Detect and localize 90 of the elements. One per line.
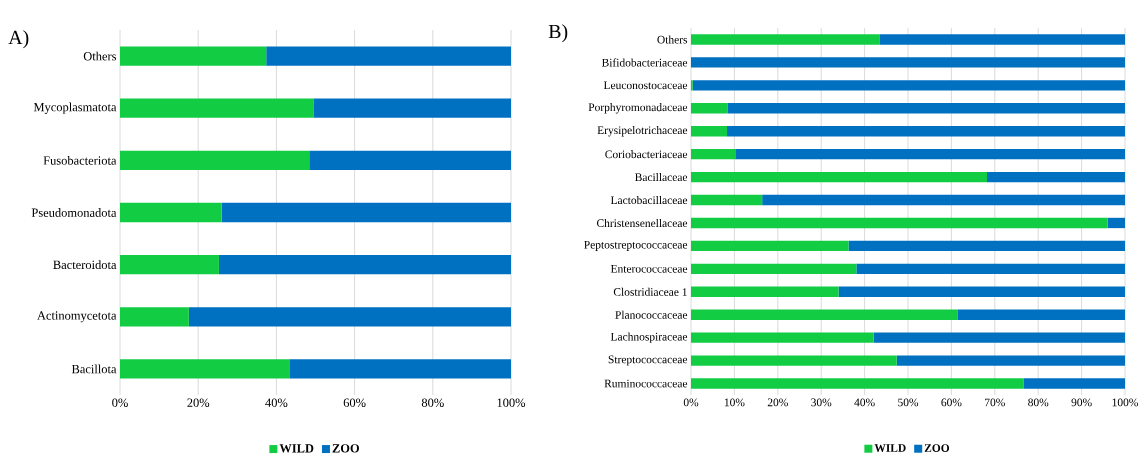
bar — [691, 171, 987, 183]
y-tick-label: Others — [657, 35, 688, 44]
bar — [856, 263, 1126, 275]
x-tick-label: 60% — [941, 398, 962, 407]
y-tick-label: Streptococcaceae — [608, 355, 688, 366]
x-tick-label: 20% — [187, 398, 210, 408]
bar — [691, 217, 1108, 229]
bar — [691, 149, 736, 160]
bar — [691, 263, 857, 275]
bar — [120, 202, 222, 223]
y-tick-label: Actinomycetota — [37, 311, 117, 323]
bar — [691, 309, 958, 320]
bar — [218, 255, 511, 275]
bar — [120, 255, 219, 275]
bar — [735, 149, 1126, 160]
x-tick-label: 100% — [1112, 398, 1138, 407]
bar — [873, 332, 1126, 343]
bar — [987, 171, 1126, 183]
y-tick-label: Pseudomonadota — [31, 208, 117, 217]
chart-title: B) — [548, 24, 568, 43]
y-tick-label: Bacillota — [71, 364, 117, 374]
chart-title: A) — [8, 30, 29, 49]
x-tick-label: 100% — [497, 398, 526, 408]
bar — [879, 34, 1126, 45]
bar — [1023, 378, 1126, 389]
bar — [120, 98, 314, 118]
legend-label: WILD — [874, 444, 906, 452]
y-tick-label: Lactobacillaceae — [610, 196, 688, 205]
bar — [221, 202, 511, 223]
bar — [313, 98, 511, 118]
bar — [692, 80, 1126, 91]
bar — [120, 307, 189, 327]
bar — [691, 103, 728, 114]
y-tick-label: Peptostreptococcaceae — [584, 240, 688, 251]
bar — [838, 286, 1126, 297]
x-tick-label: 70% — [985, 398, 1005, 407]
legend-label: WILD — [279, 444, 314, 453]
bar — [120, 46, 267, 66]
x-tick-label: 90% — [1071, 398, 1092, 407]
x-tick-label: 40% — [854, 398, 875, 407]
y-tick-label: Christensenellaceae — [596, 218, 688, 228]
bar — [691, 194, 763, 206]
bar — [120, 359, 290, 379]
x-tick-label: 60% — [343, 398, 366, 408]
bar — [957, 309, 1126, 320]
y-tick-label: Fusobacteriota — [43, 156, 117, 165]
x-tick-label: 40% — [265, 398, 288, 408]
bar — [848, 240, 1126, 252]
bar — [289, 359, 511, 379]
y-tick-label: Mycoplasmatota — [33, 102, 117, 114]
x-tick-label: 30% — [811, 398, 832, 407]
bar — [691, 378, 1024, 389]
y-tick-label: Bacillaceae — [635, 173, 688, 182]
legend-label: ZOO — [924, 444, 950, 452]
y-tick-label: Enterococcaceae — [610, 265, 688, 273]
bar — [896, 355, 1126, 366]
x-tick-label: 0% — [112, 398, 128, 408]
x-tick-label: 80% — [421, 398, 444, 408]
x-tick-label: 80% — [1028, 398, 1049, 407]
bar — [691, 286, 839, 297]
legend-label: ZOO — [332, 444, 360, 453]
bar — [691, 240, 849, 252]
x-tick-label: 20% — [767, 398, 788, 407]
y-tick-label: Bifidobacteriaceae — [601, 58, 688, 67]
bar — [188, 307, 511, 327]
y-tick-label: Ruminococcaceae — [604, 379, 688, 388]
x-tick-label: 10% — [724, 398, 745, 407]
y-tick-label: Erysipelotrichaceae — [597, 126, 688, 137]
bar — [691, 355, 897, 366]
y-tick-label: Clostridiaceae 1 — [613, 287, 687, 296]
bar — [691, 57, 1126, 68]
bar — [762, 194, 1126, 206]
bar — [120, 150, 310, 171]
y-tick-label: Planococcaceae — [615, 310, 688, 319]
bar — [1107, 217, 1126, 229]
bar — [727, 126, 1126, 137]
bar — [309, 150, 511, 171]
y-tick-label: Leuconostocaceae — [603, 81, 688, 90]
bar — [266, 46, 511, 66]
x-tick-label: 0% — [683, 398, 699, 407]
y-tick-label: Others — [83, 51, 117, 61]
bar — [727, 103, 1126, 114]
x-tick-label: 50% — [898, 398, 919, 407]
bar — [691, 34, 880, 45]
y-tick-label: Bacteroidota — [53, 260, 117, 270]
bar — [691, 126, 728, 137]
y-tick-label: Lachnospiraceae — [610, 332, 688, 343]
y-tick-label: Coriobacteriaceae — [605, 150, 688, 159]
y-tick-label: Porphyromonadaceae — [588, 103, 688, 114]
bar — [691, 332, 874, 343]
